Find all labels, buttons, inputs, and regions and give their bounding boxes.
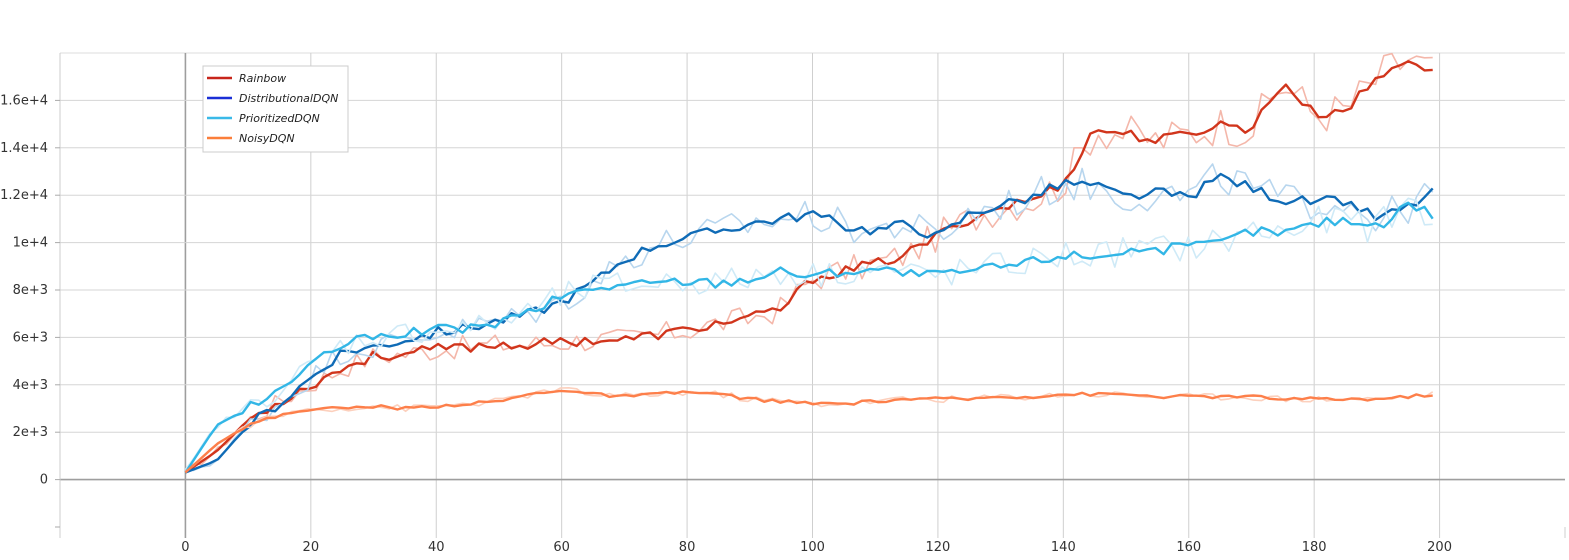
series-layer — [184, 52, 1434, 474]
legend-label: DistributionalDQN — [239, 92, 338, 105]
x-tick-label: 120 — [926, 540, 951, 555]
y-tick-label: 1e+4 — [13, 236, 48, 251]
y-tick-label: 2e+3 — [13, 425, 48, 440]
series-rainbow — [184, 52, 1433, 474]
axes — [55, 53, 61, 528]
y-tick-label: 4e+3 — [13, 378, 48, 393]
legend-item-rainbow[interactable]: Rainbow — [207, 72, 286, 85]
legend[interactable]: Rainbow DistributionalDQN PrioritizedDQN No… — [202, 65, 349, 153]
series-line — [184, 201, 1434, 474]
grid — [59, 52, 1566, 538]
x-tick-label: 40 — [428, 540, 445, 555]
series-line — [184, 172, 1434, 474]
y-tick-label: 1.2e+4 — [0, 188, 48, 203]
raw-series-line — [184, 197, 1433, 471]
y-tick-label: 6e+3 — [13, 330, 48, 345]
x-tick-label: 0 — [181, 540, 189, 555]
y-tick-label: 0 — [40, 473, 48, 488]
legend-label: Rainbow — [239, 72, 286, 85]
legend-item-noisydqn[interactable]: NoisyDQN — [207, 132, 295, 145]
series-line — [184, 389, 1433, 474]
series-noisydqn — [184, 386, 1434, 474]
y-tick-label: 1.4e+4 — [0, 141, 48, 156]
legend-item-prioritizeddqn[interactable]: PrioritizedDQN — [207, 112, 320, 125]
x-tick-label: 200 — [1427, 540, 1452, 555]
y-tick-label: 8e+3 — [13, 283, 48, 298]
tick-labels: 0 20 40 60 80 100 120 140 160 180 200 0 2e+3 4e+3 6e+3… — [0, 93, 1452, 555]
series-distributionaldqn — [184, 163, 1434, 474]
y-tick-label: 1.6e+4 — [0, 93, 48, 108]
x-tick-label: 160 — [1176, 540, 1201, 555]
raw-series-line — [184, 386, 1434, 473]
x-tick-label: 80 — [679, 540, 696, 555]
x-tick-label: 140 — [1051, 540, 1076, 555]
x-tick-label: 20 — [303, 540, 320, 555]
x-tick-label: 60 — [553, 540, 570, 555]
x-tick-label: 180 — [1302, 540, 1327, 555]
raw-series-line — [185, 163, 1434, 472]
series-line — [184, 60, 1433, 474]
series-prioritizeddqn — [184, 197, 1434, 474]
x-tick-label: 100 — [800, 540, 825, 555]
legend-label: PrioritizedDQN — [239, 112, 320, 125]
legend-label: NoisyDQN — [239, 132, 295, 145]
legend-item-distributionaldqn[interactable]: DistributionalDQN — [207, 92, 338, 105]
